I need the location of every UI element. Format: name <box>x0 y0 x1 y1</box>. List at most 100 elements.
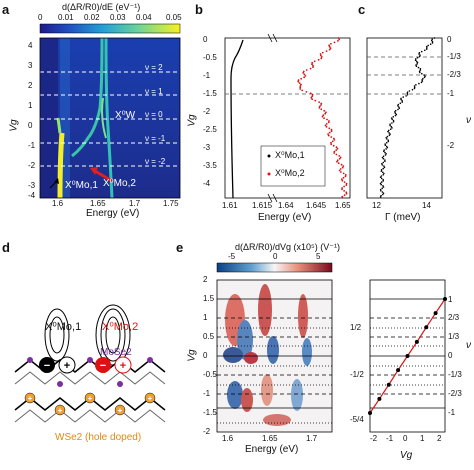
gamma-point <box>380 181 383 183</box>
mo2-point <box>341 179 344 182</box>
fit-point <box>433 311 438 316</box>
gamma-point <box>390 125 393 128</box>
mo2-point <box>303 76 305 79</box>
panel-b-legend-mo2: X⁰Mo,2 <box>275 168 305 178</box>
panel-e-letter: e <box>176 240 184 255</box>
y-tick: -4 <box>28 191 36 200</box>
nu-tick: 0 <box>448 351 453 360</box>
mo2-point <box>327 133 329 135</box>
gamma-point <box>389 123 391 125</box>
mo2-point <box>342 172 345 175</box>
mo2-point <box>318 101 320 103</box>
x-tick: 1.7 <box>306 434 318 443</box>
mo2-point <box>338 155 341 157</box>
mo2-point <box>300 77 302 80</box>
x-tick: 1.6 <box>52 199 64 208</box>
gamma-point <box>401 101 403 103</box>
mo2-point <box>317 58 320 61</box>
panel-e-fit-line <box>368 297 447 415</box>
mo2-point <box>297 79 300 82</box>
mo2-point <box>312 64 314 67</box>
fit-point <box>424 325 429 330</box>
x-tick: 1.65 <box>335 201 351 210</box>
svg-text:−: − <box>44 360 50 372</box>
gamma-point <box>379 196 382 198</box>
mo2-point <box>338 169 341 172</box>
panel-b-xlabel: Energy (eV) <box>258 212 312 223</box>
x-tick: 1.65 <box>90 199 106 208</box>
panel-d-label-mo2: X⁰Mo,2 <box>102 321 139 333</box>
gamma-point <box>397 108 399 111</box>
panel-e-xlabel: Energy (eV) <box>245 444 299 455</box>
gamma-point <box>421 79 423 81</box>
panel-e-right-xlabel: Vg <box>400 450 413 461</box>
panel-a-xlabel: Energy (eV) <box>86 208 140 219</box>
panel-c-nu-label: ν <box>466 115 471 126</box>
x-tick: 1.615 <box>252 201 273 210</box>
gamma-point <box>411 88 414 91</box>
gamma-point <box>380 169 383 171</box>
mo2-point <box>341 166 344 169</box>
xw-branch <box>71 37 104 158</box>
panel-e-heatmap <box>216 279 333 433</box>
gamma-point <box>380 170 383 172</box>
mo2-point <box>302 70 305 73</box>
mo2-point <box>338 38 341 41</box>
nu-label: ν = -2 <box>145 157 166 166</box>
gamma-point <box>387 140 390 143</box>
gamma-point <box>419 69 422 71</box>
gamma-point <box>427 44 429 47</box>
gamma-point <box>382 193 384 196</box>
gamma-point <box>416 63 418 65</box>
mo2-point <box>344 174 347 176</box>
mo2-point <box>320 56 323 58</box>
gamma-point <box>385 145 388 148</box>
gamma-point <box>406 92 409 95</box>
gamma-point <box>416 56 419 59</box>
gamma-point <box>380 183 382 186</box>
y-tick: -1 <box>203 389 211 398</box>
gamma-point <box>388 132 390 134</box>
gamma-point <box>383 166 386 169</box>
gamma-point <box>385 137 387 139</box>
gamma-point <box>389 133 391 135</box>
gamma-point <box>382 186 385 188</box>
mo2-point <box>299 88 302 90</box>
panel-d-label-mose2: MoSe2 <box>100 347 132 358</box>
x-tick: -1 <box>386 434 394 443</box>
mo2-point <box>313 60 316 63</box>
mo2-point <box>337 40 339 42</box>
mo2-point <box>309 67 312 70</box>
nu-tick: -1 <box>448 408 456 417</box>
y-tick: 0 <box>28 121 33 130</box>
gamma-point <box>380 177 383 180</box>
gamma-point <box>394 112 397 114</box>
panel-d-label-mo1: X⁰Mo,1 <box>45 321 82 333</box>
colorbar-tick: 0 <box>273 252 278 261</box>
panel-e-colorbar <box>216 262 333 273</box>
y-tick: -0.5 <box>203 370 217 379</box>
gamma-point <box>420 81 423 84</box>
gamma-point <box>415 65 418 68</box>
svg-text:+: + <box>28 394 33 403</box>
mo2-point <box>324 112 327 115</box>
mid-tick: -5/4 <box>350 415 364 424</box>
y-tick: 1 <box>203 313 208 322</box>
gamma-point <box>406 93 409 96</box>
mo2-point <box>339 168 342 170</box>
gamma-point <box>381 191 384 193</box>
colorbar-tick: 0.04 <box>136 13 152 22</box>
mo2-point <box>322 114 325 117</box>
mo2-point <box>321 115 324 118</box>
mo2-point <box>319 54 322 57</box>
gamma-point <box>419 68 422 70</box>
fit-point <box>443 297 447 301</box>
gamma-point <box>422 77 424 80</box>
nu-label: ν = 2 <box>145 63 163 72</box>
gamma-point <box>382 167 384 170</box>
mo2-point <box>327 121 330 124</box>
y-tick: -1 <box>28 141 36 150</box>
mo2-point <box>335 146 338 149</box>
gamma-point <box>394 109 397 112</box>
gamma-point <box>424 49 426 52</box>
